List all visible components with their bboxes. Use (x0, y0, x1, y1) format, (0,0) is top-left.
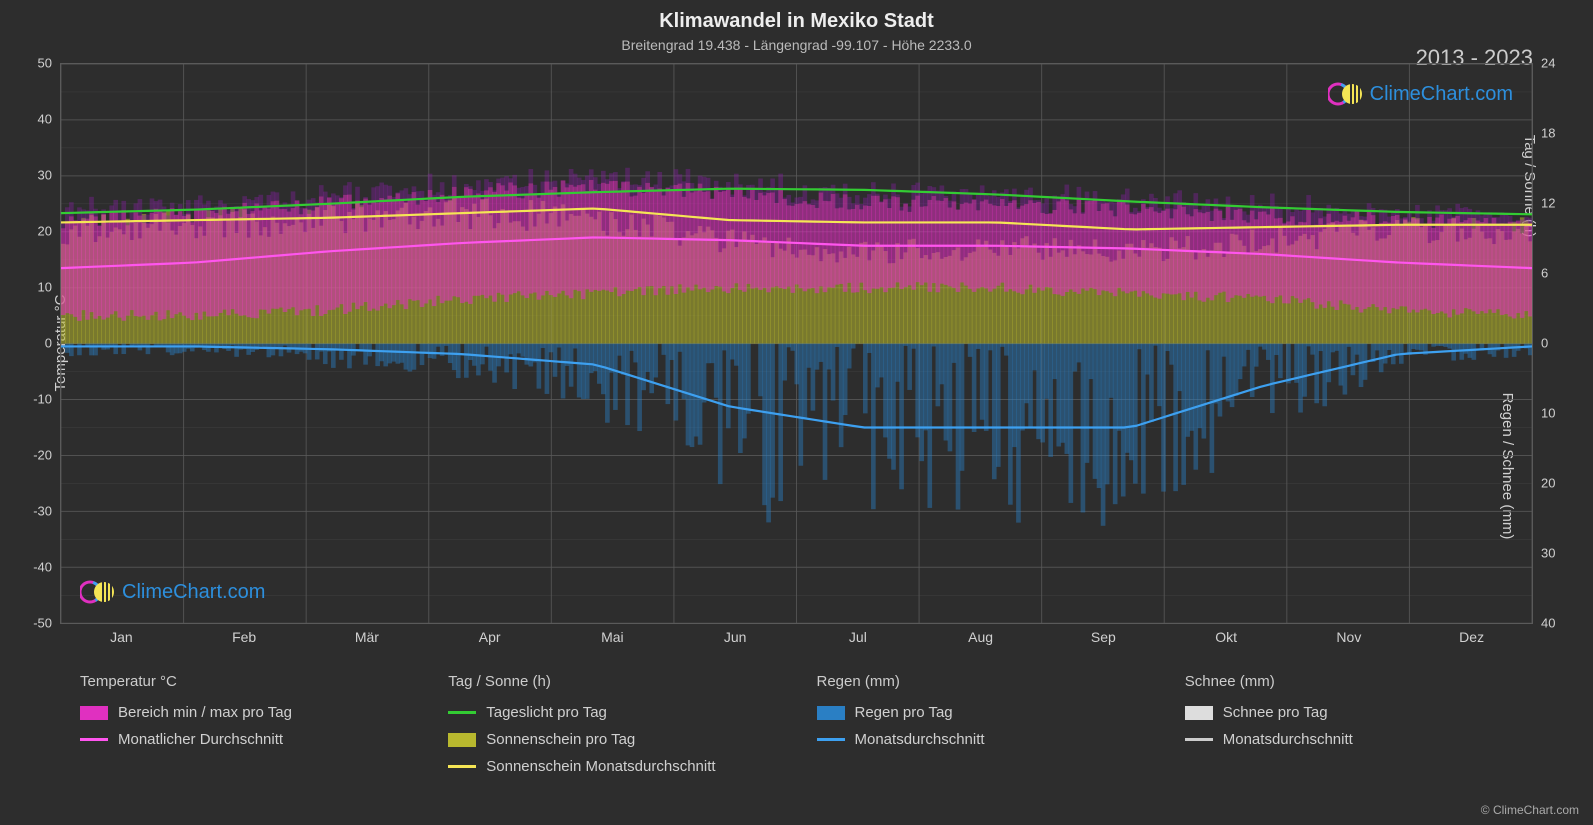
legend-item: Monatsdurchschnitt (1185, 731, 1513, 748)
x-tick-label: Feb (232, 629, 256, 645)
y-left-tick-label: 50 (38, 56, 60, 71)
copyright-text: © ClimeChart.com (1481, 803, 1579, 817)
y-left-tick-label: -50 (33, 616, 60, 631)
legend-label: Sonnenschein Monatsdurchschnitt (486, 758, 715, 775)
legend-label: Bereich min / max pro Tag (118, 704, 292, 721)
y-left-tick-label: -10 (33, 392, 60, 407)
legend-item: Monatsdurchschnitt (817, 731, 1145, 748)
legend-label: Monatsdurchschnitt (1223, 731, 1353, 748)
legend-item: Tageslicht pro Tag (448, 704, 776, 721)
legend-swatch (80, 706, 108, 720)
legend-column: Temperatur °C Bereich min / max pro Tag Mo… (80, 673, 408, 775)
legend-item: Regen pro Tag (817, 704, 1145, 721)
x-tick-label: Aug (968, 629, 993, 645)
y-right-tick-label: 0 (1533, 336, 1548, 351)
legend-column: Schnee (mm) Schnee pro Tag Monatsdurchschn… (1185, 673, 1513, 775)
y-left-tick-label: 10 (38, 280, 60, 295)
chart-legend: Temperatur °C Bereich min / max pro Tag Mo… (80, 673, 1513, 775)
legend-label: Schnee pro Tag (1223, 704, 1328, 721)
x-tick-label: Nov (1336, 629, 1361, 645)
x-tick-label: Jan (110, 629, 133, 645)
legend-item: Monatlicher Durchschnitt (80, 731, 408, 748)
legend-swatch (817, 738, 845, 741)
legend-swatch (448, 711, 476, 714)
legend-item: Sonnenschein Monatsdurchschnitt (448, 758, 776, 775)
y-right-tick-label: 24 (1533, 56, 1555, 71)
brand-icon (80, 579, 116, 605)
x-tick-label: Apr (479, 629, 501, 645)
y-left-tick-label: -30 (33, 504, 60, 519)
y-right-tick-label: 18 (1533, 126, 1555, 141)
legend-column: Regen (mm) Regen pro Tag Monatsdurchschnit… (817, 673, 1145, 775)
x-tick-label: Dez (1459, 629, 1484, 645)
brand-icon (1328, 81, 1364, 107)
y-left-tick-label: -20 (33, 448, 60, 463)
y-left-tick-label: -40 (33, 560, 60, 575)
x-tick-label: Jun (724, 629, 747, 645)
legend-label: Monatsdurchschnitt (855, 731, 985, 748)
x-tick-label: Mär (355, 629, 379, 645)
legend-swatch (817, 706, 845, 720)
legend-swatch (80, 738, 108, 741)
legend-swatch (448, 733, 476, 747)
x-tick-label: Mai (601, 629, 624, 645)
legend-swatch (1185, 738, 1213, 741)
legend-label: Monatlicher Durchschnitt (118, 731, 283, 748)
x-tick-label: Jul (849, 629, 867, 645)
brand-logo-bottom-left: ClimeChart.com (80, 579, 265, 605)
brand-logo-top-right: ClimeChart.com (1328, 81, 1513, 107)
legend-swatch (1185, 706, 1213, 720)
legend-label: Tageslicht pro Tag (486, 704, 607, 721)
y-right-tick-label: 6 (1533, 266, 1548, 281)
legend-column: Tag / Sonne (h) Tageslicht pro Tag Sonnens… (448, 673, 776, 775)
legend-heading: Tag / Sonne (h) (448, 673, 776, 690)
y-right-tick-label: 40 (1533, 616, 1555, 631)
x-tick-label: Okt (1215, 629, 1237, 645)
legend-item: Schnee pro Tag (1185, 704, 1513, 721)
y-left-tick-label: 20 (38, 224, 60, 239)
chart-svg (60, 63, 1533, 624)
y-right-tick-label: 30 (1533, 546, 1555, 561)
y-right-tick-label: 20 (1533, 476, 1555, 491)
y-right-tick-label: 10 (1533, 406, 1555, 421)
legend-label: Sonnenschein pro Tag (486, 731, 635, 748)
legend-label: Regen pro Tag (855, 704, 953, 721)
y-right-tick-label: 12 (1533, 196, 1555, 211)
legend-item: Bereich min / max pro Tag (80, 704, 408, 721)
y-left-tick-label: 0 (45, 336, 60, 351)
y-left-tick-label: 30 (38, 168, 60, 183)
y-left-tick-label: 40 (38, 112, 60, 127)
legend-heading: Regen (mm) (817, 673, 1145, 690)
chart-subtitle: Breitengrad 19.438 - Längengrad -99.107 … (0, 33, 1593, 53)
chart-plot-area: 2013 - 2023 Temperatur °C Tag / Sonne (h… (60, 63, 1533, 623)
legend-heading: Temperatur °C (80, 673, 408, 690)
x-tick-label: Sep (1091, 629, 1116, 645)
legend-swatch (448, 765, 476, 768)
legend-heading: Schnee (mm) (1185, 673, 1513, 690)
chart-title: Klimawandel in Mexiko Stadt (0, 0, 1593, 33)
legend-item: Sonnenschein pro Tag (448, 731, 776, 748)
